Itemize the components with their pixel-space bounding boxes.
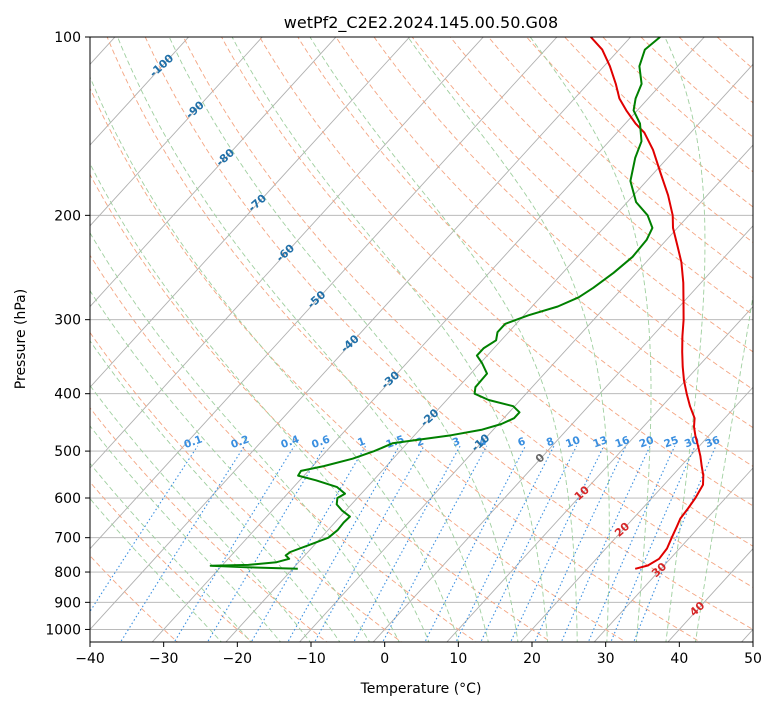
x-tick-label: −20 <box>223 651 253 667</box>
x-tick-label: −10 <box>296 651 326 667</box>
y-tick-label: 600 <box>54 491 81 507</box>
isotherm-gridline <box>0 24 274 645</box>
mixing-ratio-label: 0.1 <box>182 433 204 451</box>
mixing-ratio-line <box>510 446 604 645</box>
moist-adiabat <box>227 27 548 645</box>
x-tick-label: −40 <box>75 651 105 667</box>
mixing-ratio-label: 16 <box>614 434 632 450</box>
y-tick-label: 700 <box>54 531 81 547</box>
mixing-ratio-line <box>173 446 295 645</box>
mixing-ratio-line <box>353 446 461 645</box>
chart-title: wetPf2_C2E2.2024.145.00.50.G08 <box>284 13 558 33</box>
mixing-ratio-line <box>480 446 577 645</box>
moist-adiabat <box>0 27 283 645</box>
moist-adiabat <box>165 27 519 645</box>
x-tick-label: 50 <box>744 651 762 667</box>
y-tick-label: 400 <box>54 387 81 403</box>
plot-frame <box>90 37 753 642</box>
moist-adiabat <box>113 27 489 645</box>
moist-adiabat <box>71 27 460 645</box>
dry-adiabat <box>65 26 630 644</box>
moist-adiabat <box>695 27 775 645</box>
dry-adiabat <box>140 26 775 644</box>
mixing-ratio-label: 2 <box>415 435 426 449</box>
moist-adiabat <box>0 27 371 645</box>
mixing-ratio-line <box>313 446 424 645</box>
mixing-ratio-line <box>560 446 650 645</box>
isotherm-gridline <box>0 24 495 645</box>
dry-adiabat <box>216 26 775 644</box>
isotherm-gridline <box>0 24 201 645</box>
dry-adiabat <box>593 26 775 644</box>
mixing-ratio-label: 0.4 <box>279 433 301 451</box>
dry-adiabat <box>178 26 775 644</box>
y-tick-label: 100 <box>54 30 81 46</box>
mixing-ratio-line <box>382 446 487 645</box>
moist-adiabat <box>304 27 578 645</box>
x-tick-label: −30 <box>149 651 179 667</box>
dry-adiabat <box>442 26 775 644</box>
dry-adiabat <box>668 26 775 644</box>
y-tick-label: 300 <box>54 313 81 329</box>
dry-adiabat <box>0 26 480 644</box>
isotherm-gridline <box>76 24 642 645</box>
mixing-ratio-label: 36 <box>704 434 722 450</box>
dry-adiabat <box>706 26 775 644</box>
x-tick-label: 20 <box>523 651 541 667</box>
mixing-ratio-line <box>424 446 526 645</box>
y-tick-label: 800 <box>54 565 81 581</box>
y-tick-label: 200 <box>54 208 81 224</box>
dry-adiabat <box>291 26 775 644</box>
dry-adiabat <box>0 26 330 644</box>
dry-adiabat <box>0 26 255 644</box>
mixing-ratio-line <box>534 446 626 645</box>
mixing-ratio-line <box>587 446 674 645</box>
isotherm-gridline <box>445 24 775 645</box>
isotherm-gridline <box>739 24 775 645</box>
moist-adiabat <box>0 27 253 645</box>
mixing-ratio-label: 25 <box>662 434 680 450</box>
y-tick-label: 1000 <box>45 622 81 638</box>
mixing-ratio-label: 10 <box>564 434 582 450</box>
isotherm-gridline <box>371 24 775 645</box>
mixing-ratio-label: 1 <box>356 435 367 449</box>
mixing-ratio-label: 8 <box>545 435 556 449</box>
dry-adiabat <box>329 26 775 644</box>
x-tick-label: 40 <box>670 651 688 667</box>
mixing-ratio-label: 0.2 <box>229 433 251 451</box>
mixing-ratio-label: 3 <box>451 435 462 449</box>
x-tick-label: 30 <box>597 651 615 667</box>
mixing-ratio-label: 6 <box>516 435 527 449</box>
y-tick-label: 500 <box>54 444 81 460</box>
isotherm-gridline <box>0 24 348 645</box>
mixing-ratio-line <box>455 446 554 645</box>
dry-adiabat <box>253 26 775 644</box>
x-tick-label: 0 <box>380 651 389 667</box>
mixing-ratio-line <box>286 446 399 645</box>
mixing-ratio-line <box>69 446 198 645</box>
dewpoint-profile <box>211 37 660 569</box>
y-tick-label: 900 <box>54 595 81 611</box>
isotherm-gridline <box>3 24 569 645</box>
isotherm-gridline <box>518 24 775 645</box>
x-axis-label: Temperature (°C) <box>360 681 482 697</box>
isotherm-gridline <box>297 24 775 645</box>
x-tick-label: 10 <box>449 651 467 667</box>
mixing-ratio-label: 20 <box>638 434 656 450</box>
y-axis-label: Pressure (hPa) <box>13 289 29 389</box>
